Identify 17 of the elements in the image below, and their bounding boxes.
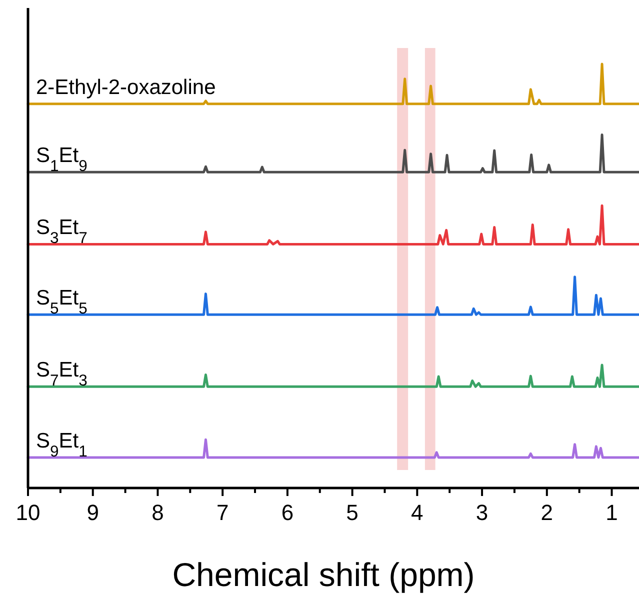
x-tick-label: 3 <box>476 500 488 525</box>
x-axis-title: Chemical shift (ppm) <box>172 556 475 593</box>
series-label: S$_{9}$Et$_{1}$ <box>36 429 88 460</box>
x-tick-label: 8 <box>152 500 164 525</box>
x-tick-label: 10 <box>16 500 40 525</box>
series-label: S$_{1}$Et$_{9}$ <box>36 144 88 175</box>
x-tick-label: 4 <box>411 500 424 525</box>
x-tick-label: 1 <box>606 500 618 525</box>
series-label: S$_{3}$Et$_{7}$ <box>36 216 88 247</box>
x-tick-label: 5 <box>346 500 358 525</box>
x-tick-label: 6 <box>281 500 294 525</box>
series-label: 2-Ethyl-2-oxazoline <box>36 76 216 99</box>
x-tick-label: 9 <box>86 500 99 525</box>
x-tick-label: 7 <box>216 500 229 525</box>
series-label: S$_{7}$Et$_{3}$ <box>36 358 88 390</box>
x-tick-label: 2 <box>540 500 554 525</box>
series-label: S$_{5}$Et$_{5}$ <box>36 286 88 318</box>
